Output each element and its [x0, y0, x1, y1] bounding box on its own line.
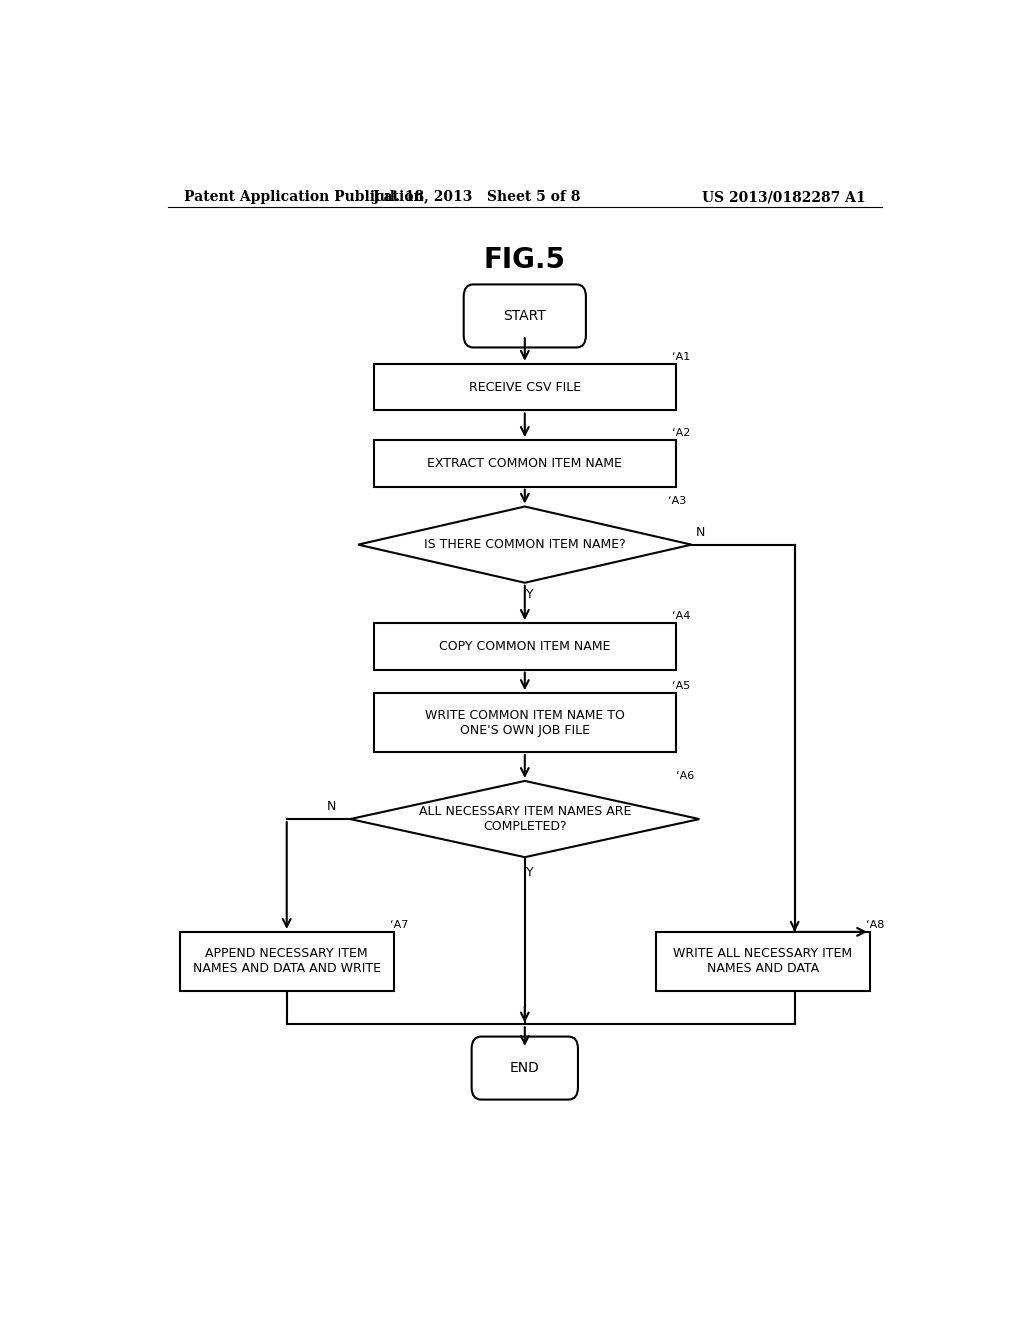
- Text: FIG.5: FIG.5: [483, 246, 566, 275]
- FancyBboxPatch shape: [374, 364, 676, 411]
- FancyBboxPatch shape: [472, 1036, 578, 1100]
- Text: END: END: [510, 1061, 540, 1074]
- Text: ‘A3: ‘A3: [668, 496, 686, 507]
- Text: APPEND NECESSARY ITEM
NAMES AND DATA AND WRITE: APPEND NECESSARY ITEM NAMES AND DATA AND…: [193, 948, 381, 975]
- FancyBboxPatch shape: [374, 440, 676, 487]
- Text: ‘A6: ‘A6: [676, 771, 694, 781]
- Text: ‘A2: ‘A2: [672, 428, 690, 438]
- FancyBboxPatch shape: [374, 623, 676, 669]
- Text: Jul. 18, 2013   Sheet 5 of 8: Jul. 18, 2013 Sheet 5 of 8: [374, 190, 581, 205]
- Text: IS THERE COMMON ITEM NAME?: IS THERE COMMON ITEM NAME?: [424, 539, 626, 552]
- Text: RECEIVE CSV FILE: RECEIVE CSV FILE: [469, 380, 581, 393]
- Text: N: N: [695, 525, 705, 539]
- Text: US 2013/0182287 A1: US 2013/0182287 A1: [702, 190, 866, 205]
- Polygon shape: [350, 781, 699, 857]
- Text: Y: Y: [526, 589, 534, 602]
- Text: ‘A5: ‘A5: [672, 681, 690, 690]
- Text: Y: Y: [526, 866, 534, 879]
- FancyBboxPatch shape: [464, 284, 586, 347]
- Text: ALL NECESSARY ITEM NAMES ARE
COMPLETED?: ALL NECESSARY ITEM NAMES ARE COMPLETED?: [419, 805, 631, 833]
- FancyBboxPatch shape: [655, 932, 870, 991]
- Text: ‘A4: ‘A4: [672, 611, 690, 620]
- Text: START: START: [504, 309, 546, 323]
- Text: COPY COMMON ITEM NAME: COPY COMMON ITEM NAME: [439, 640, 610, 653]
- Polygon shape: [358, 507, 691, 582]
- Text: N: N: [327, 800, 336, 813]
- Text: ‘A7: ‘A7: [390, 920, 409, 929]
- FancyBboxPatch shape: [374, 693, 676, 752]
- Text: WRITE ALL NECESSARY ITEM
NAMES AND DATA: WRITE ALL NECESSARY ITEM NAMES AND DATA: [674, 948, 852, 975]
- Text: WRITE COMMON ITEM NAME TO
ONE'S OWN JOB FILE: WRITE COMMON ITEM NAME TO ONE'S OWN JOB …: [425, 709, 625, 737]
- Text: EXTRACT COMMON ITEM NAME: EXTRACT COMMON ITEM NAME: [427, 457, 623, 470]
- Text: Patent Application Publication: Patent Application Publication: [183, 190, 423, 205]
- FancyBboxPatch shape: [179, 932, 394, 991]
- Text: ‘A1: ‘A1: [672, 351, 690, 362]
- Text: ‘A8: ‘A8: [866, 920, 885, 929]
